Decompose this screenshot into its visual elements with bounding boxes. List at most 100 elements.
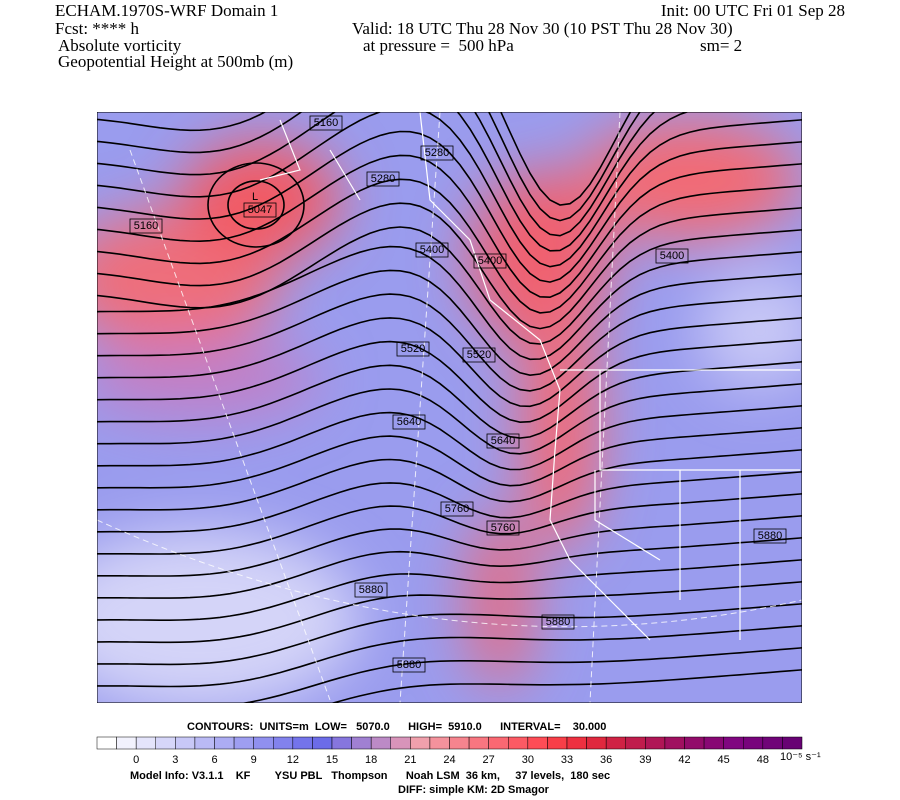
label-box	[473, 253, 507, 269]
colorbar-label: 15	[326, 754, 338, 766]
low-marker: L	[252, 191, 258, 203]
colorbar-swatch	[723, 736, 744, 750]
colorbar-swatch	[370, 736, 391, 750]
forecast-hour: Fcst: **** h	[55, 19, 140, 38]
colorbar-label: 6	[211, 754, 217, 766]
contour-line	[227, 180, 285, 230]
label-box	[243, 202, 277, 218]
contour-line	[97, 383, 802, 455]
label-box	[420, 145, 454, 161]
label-box	[462, 347, 496, 363]
contour-line	[97, 405, 802, 471]
label-box	[366, 171, 400, 187]
meridian	[399, 112, 441, 703]
contour-label: 5047	[248, 204, 272, 216]
contour-label: 5280	[371, 173, 395, 185]
colorbar-swatch	[488, 736, 509, 750]
init-time: Init: 00 UTC Fri 01 Sep 28	[661, 1, 845, 20]
contour-line	[97, 154, 802, 299]
contour-line	[97, 515, 802, 577]
contour-line	[97, 537, 802, 599]
map	[97, 112, 802, 703]
colorbar-swatch	[743, 736, 764, 750]
colorbar-swatch	[527, 736, 548, 750]
border	[560, 369, 800, 640]
contour-line	[97, 449, 802, 511]
vorticity-blob	[580, 120, 800, 240]
contour-line	[97, 202, 802, 330]
smoothing: sm= 2	[700, 36, 742, 55]
contour-label: 5160	[134, 220, 158, 232]
diff-info: DIFF: simple KM: 2D Smagor	[398, 784, 550, 796]
colorbar-label: 36	[600, 754, 612, 766]
contour-labels: L 5160 5280 5280 5160 5047 5400 5400 5400 5520 552…	[129, 115, 787, 673]
field-name: Absolute vorticity	[58, 36, 182, 55]
vorticity-blob	[180, 140, 340, 260]
colorbar-swatch	[253, 736, 274, 750]
colorbar-swatch	[547, 736, 568, 750]
colorbar-label: 27	[483, 754, 495, 766]
colorbar-swatch	[410, 736, 431, 750]
contour-info: CONTOURS: UNITS=m LOW= 5070.0 HIGH= 5910…	[187, 721, 606, 733]
contour-line	[97, 493, 802, 555]
contour-label: 5280	[425, 147, 449, 159]
label-box	[486, 520, 520, 536]
colorbar-swatch	[175, 736, 196, 750]
contour-line	[97, 293, 802, 392]
colorbar-swatch	[273, 736, 294, 750]
label-box	[440, 501, 474, 517]
coastlines	[259, 112, 800, 641]
colorbar-label: 30	[522, 754, 534, 766]
label-box	[396, 341, 430, 357]
contour-label: 5160	[314, 117, 338, 129]
contour-line	[97, 112, 802, 268]
contour-line	[97, 112, 641, 222]
label-box	[392, 657, 426, 673]
coastline	[419, 112, 651, 641]
colorbar-swatch	[586, 736, 607, 750]
colorbar-swatch	[292, 736, 313, 750]
colorbar-swatch	[116, 736, 137, 750]
contour-line	[97, 471, 802, 533]
colorbar-swatch	[645, 736, 666, 750]
graticule	[97, 112, 802, 703]
colorbar-label: 18	[365, 754, 377, 766]
contour-line	[207, 162, 305, 248]
contour-label: 5640	[397, 416, 421, 428]
contour-label: 5880	[397, 659, 421, 671]
label-box	[354, 582, 388, 598]
contour-line	[97, 625, 802, 688]
colorbar-swatch	[508, 736, 529, 750]
contour-label: 5400	[420, 244, 444, 256]
title: ECHAM.1970S-WRF Domain 1	[55, 1, 278, 20]
meridian	[589, 112, 621, 703]
label-box	[753, 528, 787, 544]
colorbar-swatch	[625, 736, 646, 750]
label-box	[415, 242, 449, 258]
contour-label: 5880	[359, 584, 383, 596]
contour-label: 5640	[491, 435, 515, 447]
colorbar-swatch	[312, 736, 333, 750]
colorbar-label: 39	[639, 754, 651, 766]
colorbar-swatch	[351, 736, 372, 750]
contour-line	[97, 245, 802, 361]
contour-line	[97, 581, 802, 644]
vorticity-blob	[465, 510, 535, 690]
valid-time: Valid: 18 UTC Thu 28 Nov 30 (10 PST Thu …	[352, 19, 733, 38]
label-box	[392, 414, 426, 430]
label-box	[655, 248, 689, 264]
colorbar-label: 42	[678, 754, 690, 766]
contour-label: 5400	[660, 250, 684, 262]
contour-label: 5880	[546, 616, 570, 628]
colorbar-label: 9	[251, 754, 257, 766]
colorbar-swatch	[214, 736, 235, 750]
colorbar-swatch	[605, 736, 627, 750]
contour-line	[97, 178, 802, 314]
colorbar-label: 3	[172, 754, 178, 766]
contour-line	[97, 603, 802, 666]
colorbar-swatch	[233, 736, 254, 750]
pressure-level: at pressure = 500 hPa	[363, 36, 514, 55]
contour-line	[330, 669, 802, 703]
label-box	[129, 218, 163, 234]
